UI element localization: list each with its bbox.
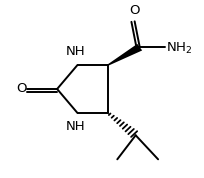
Polygon shape	[108, 44, 142, 66]
Text: O: O	[16, 82, 27, 96]
Text: NH: NH	[66, 45, 85, 58]
Text: NH$_2$: NH$_2$	[166, 41, 193, 56]
Text: NH: NH	[66, 120, 85, 133]
Text: O: O	[129, 4, 140, 17]
